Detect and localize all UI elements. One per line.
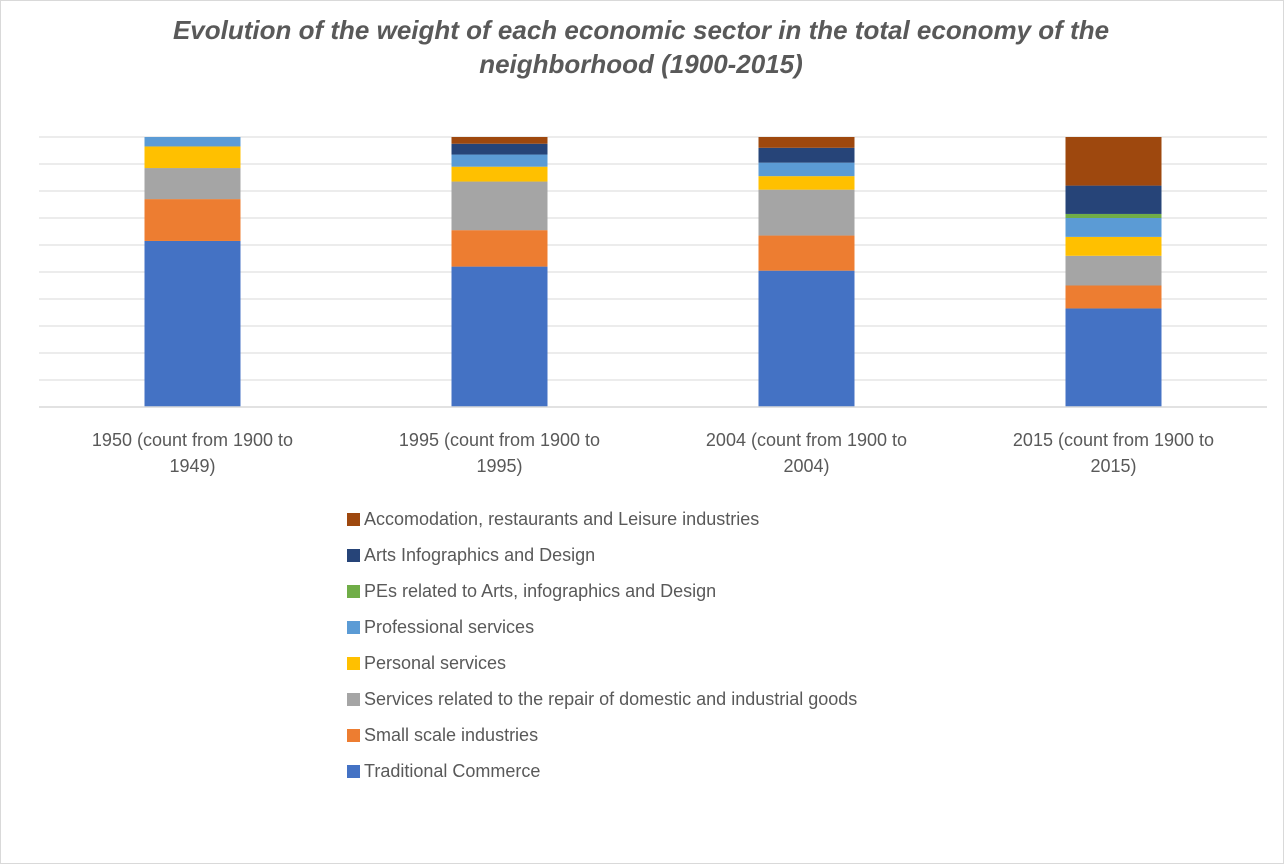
bar-segment [1065,285,1162,309]
x-tick-label: 1995) [476,456,522,476]
bar-segment [451,143,548,155]
bar-segment [451,230,548,267]
legend: Accomodation, restaurants and Leisure in… [347,501,1147,789]
bar-segment [451,166,548,182]
bar-segment [1065,255,1162,286]
bar-segment [144,240,241,407]
legend-swatch [347,512,360,526]
bar-segment [451,181,548,231]
legend-item: Services related to the repair of domest… [347,681,1147,717]
x-tick-label: 2015) [1090,456,1136,476]
legend-label: Traditional Commerce [364,760,541,781]
legend-item: Small scale industries [347,717,1147,753]
legend-label: Small scale industries [364,724,539,745]
bar-segment [144,146,241,169]
chart-title: Evolution of the weight of each economic… [172,15,1110,79]
bar-segment [758,270,855,407]
legend-item: PEs related to Arts, infographics and De… [347,573,1147,609]
x-tick-label: 2015 (count from 1900 to [1013,430,1214,450]
bar-segment [1065,308,1162,407]
x-tick-label: 1949) [169,456,215,476]
legend-swatch [347,692,360,706]
bar-segment [144,137,241,147]
legend-swatch [347,548,360,562]
legend-item: Traditional Commerce [347,753,1147,789]
legend-swatch [347,584,360,598]
legend-label: Accomodation, restaurants and Leisure in… [364,508,760,529]
legend-swatch [347,764,360,778]
bar-segment [1065,218,1162,237]
legend-label: Personal services [364,652,507,673]
legend-swatch [347,656,360,670]
bar-segment [451,137,548,144]
legend-label: Professional services [364,616,535,637]
bar-segment [758,162,855,177]
legend-swatch [347,728,360,742]
legend-label: PEs related to Arts, infographics and De… [364,580,717,601]
x-tick-label: 1995 (count from 1900 to [399,430,600,450]
x-tick-label: 1950 (count from 1900 to [92,430,293,450]
bar-segment [451,154,548,167]
x-tick-label: 2004 (count from 1900 to [706,430,907,450]
legend-item: Personal services [347,645,1147,681]
legend-item: Accomodation, restaurants and Leisure in… [347,501,1147,537]
bar-segment [1065,236,1162,256]
x-tick-label: 2004) [783,456,829,476]
bar-segment [1065,213,1162,218]
bar-segment [1065,137,1162,186]
bar-segment [451,266,548,407]
legend-item: Professional services [347,609,1147,645]
bar-segment [758,147,855,163]
bar-segment [758,235,855,271]
legend-label: Services related to the repair of domest… [364,688,858,709]
bar-segment [758,189,855,236]
legend-swatch [347,620,360,634]
bar-segment [1065,185,1162,214]
bar-segment [144,168,241,200]
bar-segment [758,137,855,148]
legend-item: Arts Infographics and Design [347,537,1147,573]
bar-segment [758,176,855,190]
legend-label: Arts Infographics and Design [364,544,596,565]
bar-segment [144,199,241,241]
